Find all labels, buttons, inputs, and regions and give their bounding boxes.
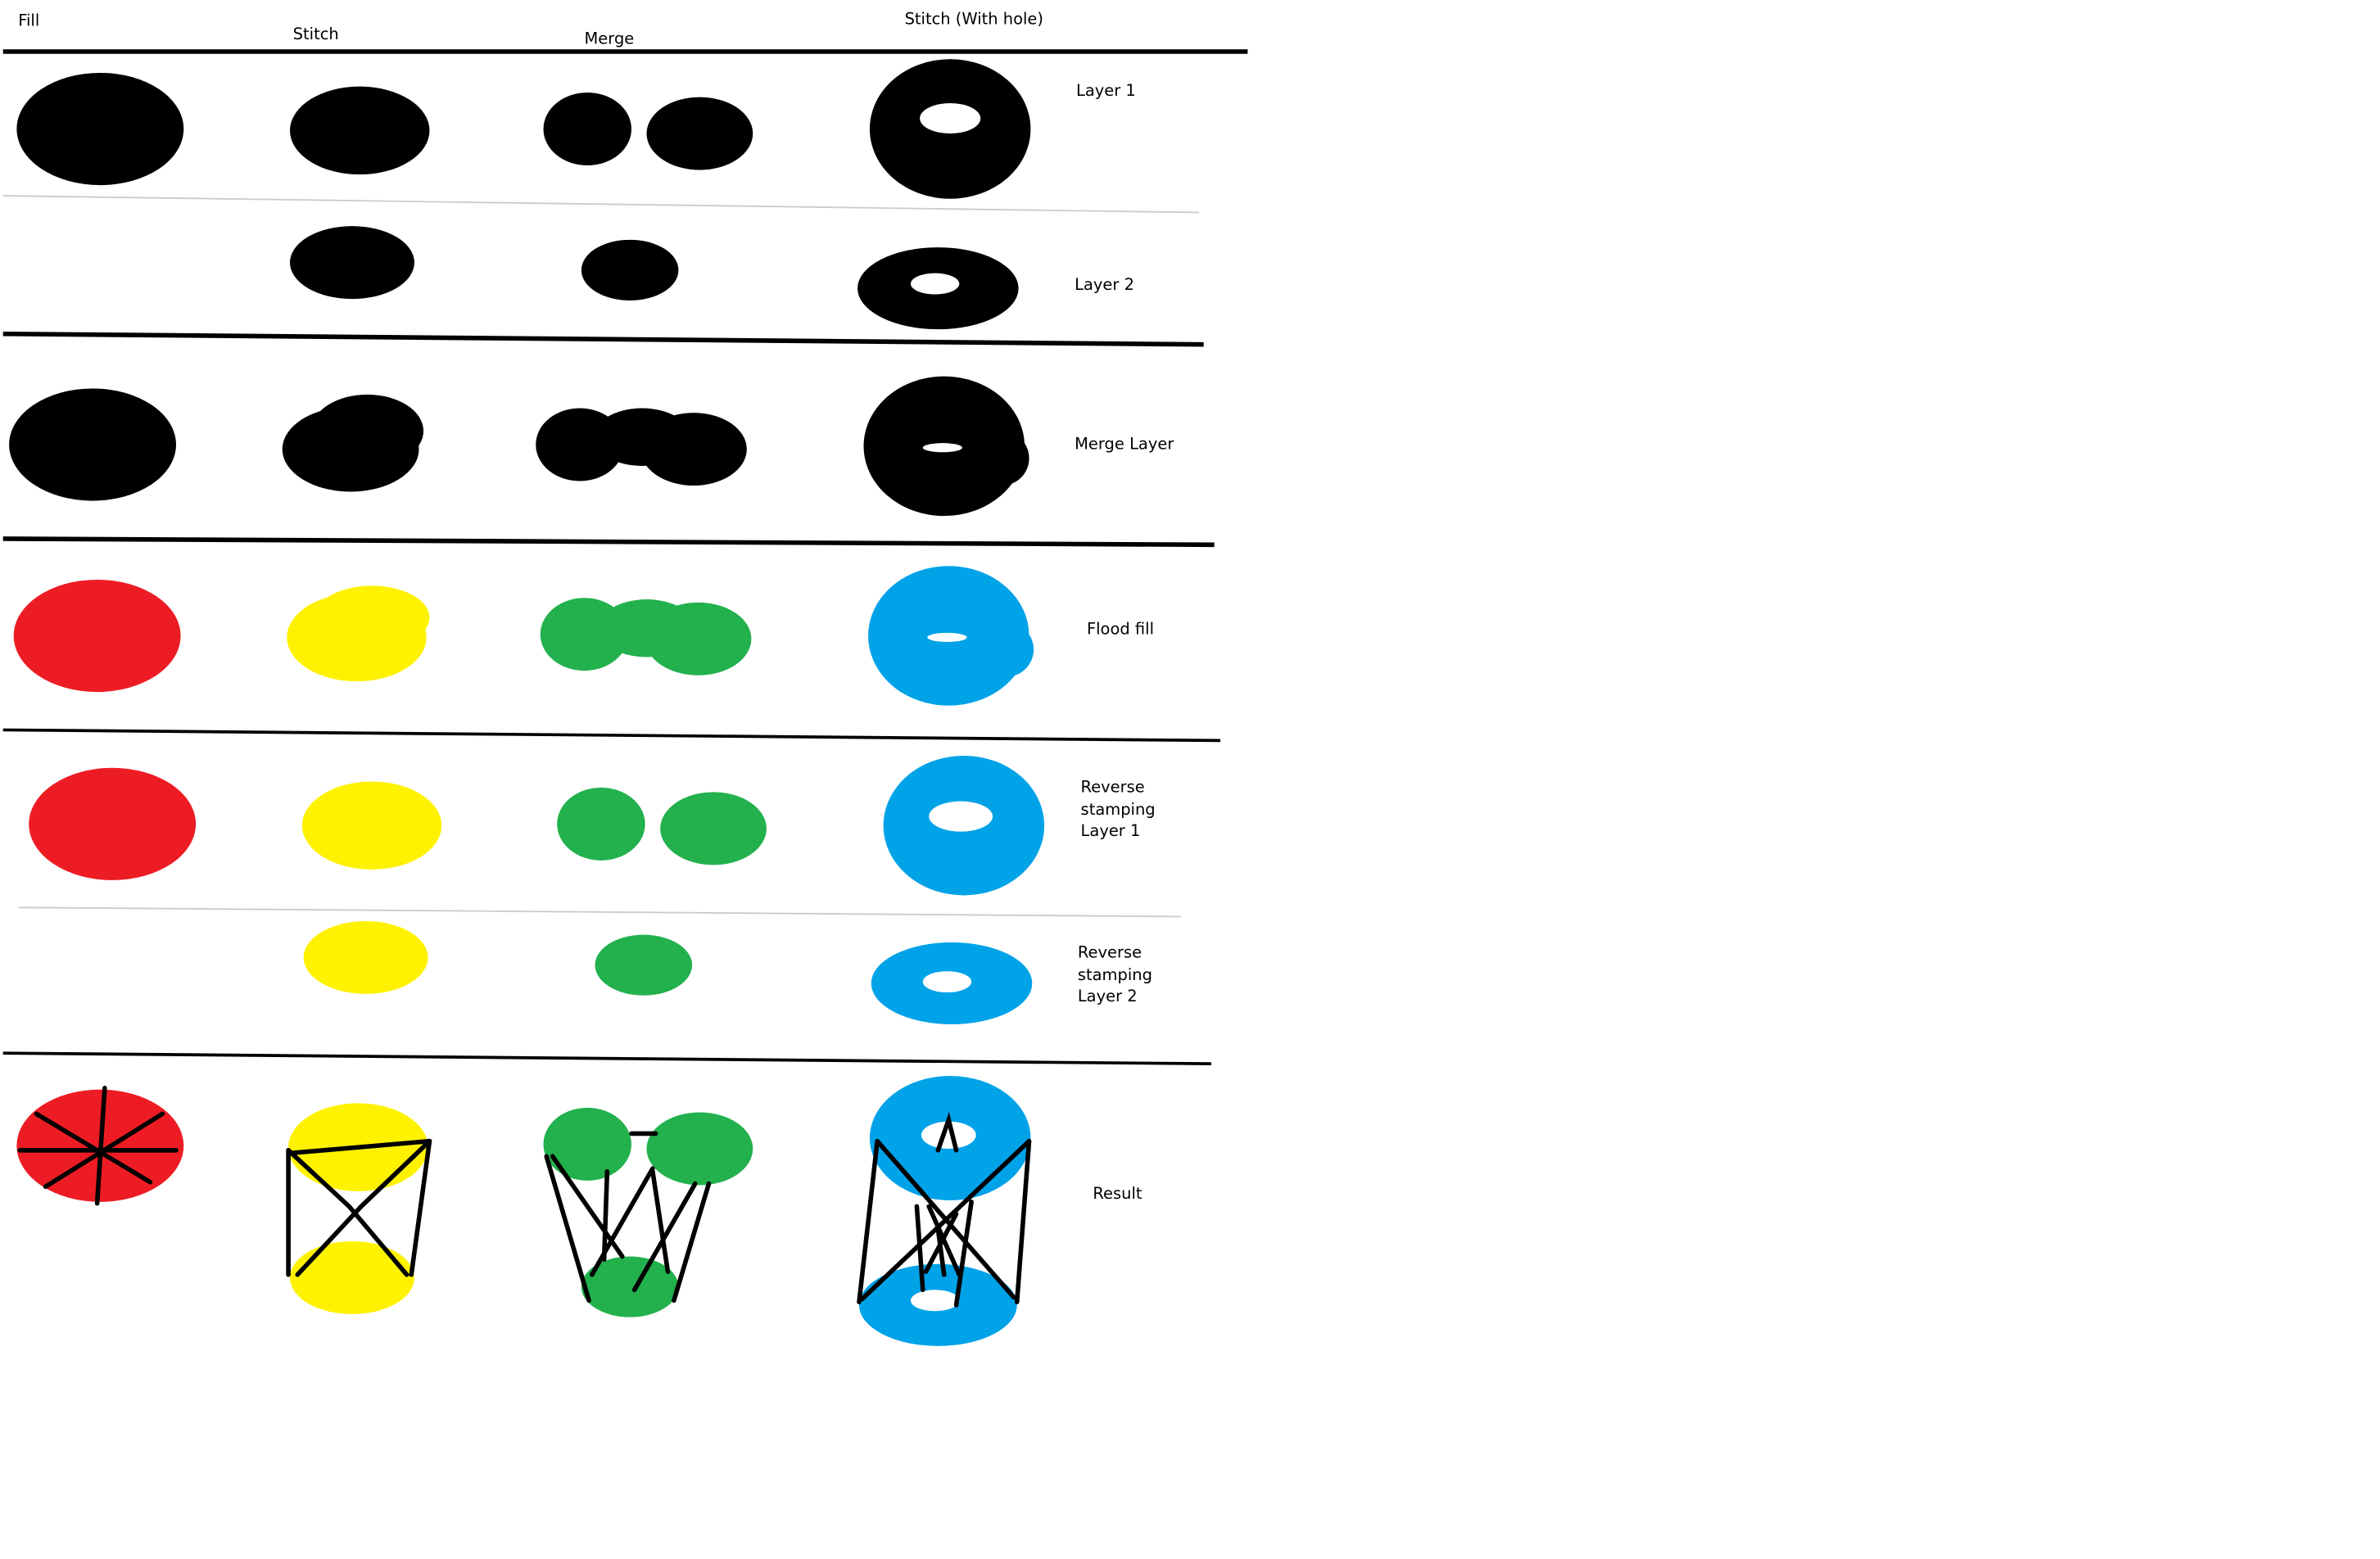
row-label-flood-fill: Flood fill bbox=[1086, 620, 1155, 639]
separator-thin bbox=[18, 906, 1181, 918]
stitch-layer1-shape bbox=[289, 86, 430, 175]
row-label-reverse-stamping-layer2: Reverse stamping Layer 2 bbox=[1077, 943, 1152, 1006]
merge-flood-right-shape bbox=[645, 602, 752, 676]
row-label-layer2: Layer 2 bbox=[1075, 276, 1134, 295]
row-label-reverse-stamping-layer1: Reverse stamping Layer 1 bbox=[1080, 778, 1156, 841]
stitch-result-bottom-shape bbox=[289, 1240, 414, 1314]
separator-thick bbox=[2, 331, 1204, 347]
stitch-hole-result-lines bbox=[857, 1112, 1032, 1308]
header-stitch-with-hole: Stitch (With hole) bbox=[904, 10, 1043, 29]
fill-merge-shape bbox=[9, 388, 176, 501]
row-label-layer1: Layer 1 bbox=[1075, 82, 1136, 101]
merge-result-left-shape bbox=[543, 1107, 631, 1181]
stitch-reverse2-shape bbox=[303, 920, 428, 994]
stitch-hole-result-bottom-hole bbox=[910, 1290, 960, 1312]
row-label-merge-layer: Merge Layer bbox=[1075, 435, 1174, 454]
stitch-hole-reverse2-hole bbox=[922, 971, 972, 993]
header-merge: Merge bbox=[584, 30, 635, 49]
header-stitch: Stitch bbox=[292, 25, 339, 44]
row-label-result: Result bbox=[1093, 1185, 1142, 1204]
merge-layer2-shape bbox=[581, 239, 679, 301]
merge-merge-right-shape bbox=[640, 413, 747, 486]
merge-result-lines bbox=[544, 1131, 712, 1304]
merge-reverse1-right-shape bbox=[660, 792, 767, 865]
fill-flood-shape bbox=[13, 579, 181, 693]
separator-thick bbox=[2, 728, 1221, 743]
fill-reverse1-shape bbox=[29, 767, 197, 880]
stitch-hole-flood-hole bbox=[927, 632, 967, 642]
stitch-flood-bottom-shape bbox=[287, 593, 427, 682]
merge-result-bottom-shape bbox=[581, 1256, 679, 1317]
separator-thin bbox=[2, 195, 1200, 214]
stitch-result-lines bbox=[286, 1138, 432, 1277]
stitch-hole-flood-bump bbox=[979, 621, 1034, 677]
merge-reverse2-shape bbox=[595, 934, 693, 996]
merge-layer1-left-shape bbox=[543, 93, 631, 166]
stitch-hole-layer1-hole bbox=[920, 103, 981, 134]
merge-reverse1-left-shape bbox=[557, 787, 645, 861]
stitch-merge-bottom-shape bbox=[282, 406, 419, 492]
fill-layer1-shape bbox=[16, 72, 184, 186]
separator-thick bbox=[2, 536, 1215, 548]
header-fill: Fill bbox=[18, 11, 40, 31]
stitch-hole-layer2-hole bbox=[910, 273, 960, 295]
merge-layer1-right-shape bbox=[646, 97, 753, 170]
merge-result-right-shape bbox=[646, 1112, 753, 1186]
stitch-hole-reverse1-hole bbox=[929, 801, 993, 832]
stitch-hole-merge-bump bbox=[974, 431, 1029, 486]
fill-result-lines bbox=[17, 1086, 179, 1206]
stitch-reverse1-shape bbox=[301, 781, 442, 870]
stitch-layer2-shape bbox=[289, 226, 414, 300]
separator-thick bbox=[2, 1051, 1211, 1066]
stitch-hole-result-top-hole bbox=[921, 1121, 976, 1149]
stitch-hole-merge-hole bbox=[922, 443, 962, 453]
